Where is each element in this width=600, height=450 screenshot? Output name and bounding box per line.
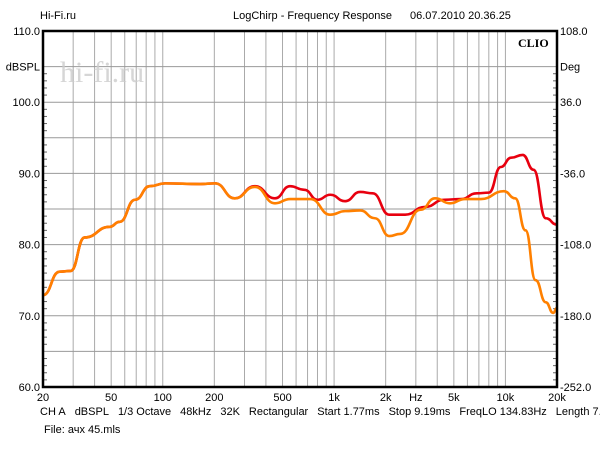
setting-item: dBSPL bbox=[74, 406, 109, 418]
file-name: File: ачх 45.mls bbox=[44, 424, 121, 436]
x-tick-label: 5k bbox=[448, 392, 460, 404]
setting-item: Length 7.42ms bbox=[555, 406, 600, 418]
y2-tick-label: -252.0 bbox=[560, 382, 591, 394]
x-tick-label: 50 bbox=[105, 392, 117, 404]
setting-item: 32K bbox=[220, 406, 240, 418]
y2-tick-label: 108.0 bbox=[560, 26, 588, 38]
x-tick-label: 100 bbox=[154, 392, 172, 404]
y-tick-label: dBSPL bbox=[6, 62, 40, 74]
setting-item: CH A bbox=[40, 406, 66, 418]
x-tick-label: 20k bbox=[548, 392, 566, 404]
watermark-logo: hi-fi.ru bbox=[60, 56, 145, 89]
y-tick-label: 70.0 bbox=[19, 311, 40, 323]
chart-title: LogChirp - Frequency Response bbox=[233, 10, 392, 22]
y2-tick-label: -36.0 bbox=[560, 168, 585, 180]
series-line-red bbox=[42, 153, 558, 297]
y2-tick-label: -108.0 bbox=[560, 240, 591, 252]
y-tick-label: 100.0 bbox=[12, 97, 40, 109]
header-left: Hi-Fi.ru bbox=[40, 10, 77, 22]
setting-item: FreqLO 134.83Hz bbox=[459, 406, 547, 418]
setting-item: 1/3 Octave bbox=[117, 406, 172, 418]
footer-settings: CH A dBSPL 1/3 Octave 48kHz 32K Rectangular St… bbox=[40, 406, 600, 418]
setting-item: Stop 9.19ms bbox=[388, 406, 451, 418]
y-tick-label: 60.0 bbox=[19, 382, 40, 394]
setting-item: Rectangular bbox=[248, 406, 309, 418]
series-line-orange bbox=[42, 182, 558, 315]
y2-tick-label: -180.0 bbox=[560, 311, 591, 323]
x-tick-label: 1k bbox=[328, 392, 340, 404]
clio-brand: CLIO bbox=[518, 36, 549, 50]
y2-tick-label: 36.0 bbox=[560, 97, 581, 109]
setting-item: 48kHz bbox=[180, 406, 212, 418]
x-tick-label: 20 bbox=[37, 392, 49, 404]
x-tick-label: 10k bbox=[497, 392, 515, 404]
y-tick-label: 110.0 bbox=[13, 26, 40, 38]
x-tick-label: 200 bbox=[205, 392, 223, 404]
x-tick-label: Hz bbox=[409, 392, 422, 404]
plot-frame bbox=[41, 29, 559, 389]
y-tick-label: 80.0 bbox=[19, 240, 40, 252]
x-tick-label: 2k bbox=[380, 392, 392, 404]
y2-tick-label: Deg bbox=[560, 62, 580, 74]
x-tick-label: 500 bbox=[273, 392, 291, 404]
setting-item: Start 1.77ms bbox=[317, 406, 380, 418]
header-datetime: 06.07.2010 20.36.25 bbox=[410, 10, 511, 22]
y-tick-label: 90.0 bbox=[19, 168, 40, 180]
